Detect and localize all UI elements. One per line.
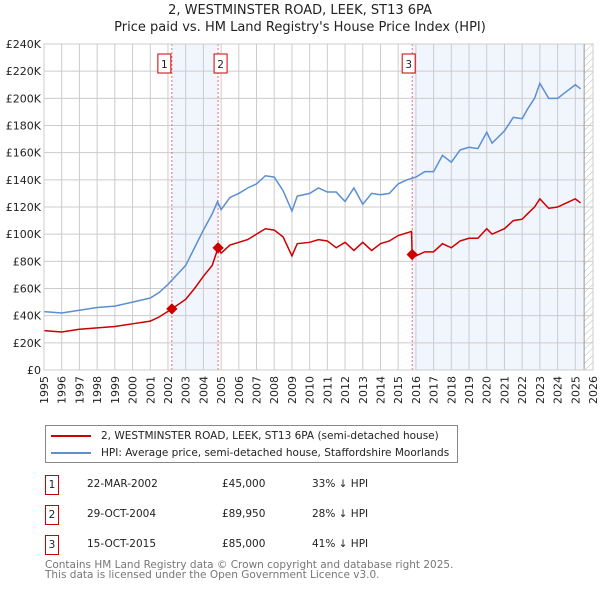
transaction-row: 1 22-MAR-2002 £45,000 33% ↓ HPI [45, 475, 445, 495]
chart-subtitle: Price paid vs. HM Land Registry's House … [114, 20, 486, 35]
legend-swatch [51, 452, 91, 454]
x-tick-label: 2026 [587, 376, 600, 404]
x-tick-label: 1996 [56, 376, 69, 404]
x-tick-label: 2010 [304, 376, 317, 404]
sale-date: 29-OCT-2004 [87, 508, 156, 520]
x-tick-label: 2013 [357, 376, 370, 404]
x-tick-label: 2014 [374, 376, 387, 404]
footer: Contains HM Land Registry data © Crown c… [45, 559, 454, 581]
y-tick-label: £0 [27, 364, 41, 377]
sale-marker-badge: 3 [45, 535, 59, 555]
x-tick-label: 2016 [410, 376, 423, 404]
x-tick-label: 2011 [321, 376, 334, 404]
y-tick-label: £100K [6, 228, 42, 241]
hpi-diff: 41% ↓ HPI [312, 538, 369, 550]
x-tick-label: 2023 [534, 376, 547, 404]
x-tick-label: 2002 [162, 376, 175, 404]
legend-item-hpi: HPI: Average price, semi-detached house,… [51, 445, 449, 461]
y-tick-label: £60K [13, 283, 42, 296]
x-tick-label: 2000 [127, 376, 140, 404]
x-tick-label: 2020 [481, 376, 494, 404]
sale-point [166, 303, 178, 315]
footer-line: Contains HM Land Registry data © Crown c… [45, 559, 454, 571]
x-tick-label: 2018 [445, 376, 458, 404]
sale-label: 3 [405, 59, 412, 71]
y-tick-label: £220K [6, 65, 42, 78]
y-tick-label: £240K [6, 38, 42, 51]
x-tick-label: 2001 [144, 376, 157, 404]
hpi-diff: 33% ↓ HPI [312, 478, 369, 490]
x-tick-label: 2006 [233, 376, 246, 404]
transaction-row: 2 29-OCT-2004 £89,950 28% ↓ HPI [45, 505, 445, 525]
legend: 2, WESTMINSTER ROAD, LEEK, ST13 6PA (sem… [45, 425, 458, 463]
x-tick-label: 2005 [215, 376, 228, 404]
x-tick-label: 2003 [180, 376, 193, 404]
sale-label-box [213, 53, 228, 74]
y-tick-label: £40K [13, 310, 42, 323]
x-tick-label: 2019 [463, 376, 476, 404]
y-tick-label: £180K [6, 120, 42, 133]
hpi-diff: 28% ↓ HPI [312, 508, 369, 520]
x-tick-label: 1999 [109, 376, 122, 404]
y-tick-label: £160K [6, 147, 42, 160]
sale-label: 2 [217, 59, 224, 71]
x-tick-label: 1998 [91, 376, 104, 404]
sale-price: £45,000 [222, 478, 266, 490]
sale-price: £85,000 [222, 538, 266, 550]
x-tick-label: 2025 [569, 376, 582, 404]
sale-date: 22-MAR-2002 [87, 478, 158, 490]
y-tick-label: £200K [6, 92, 42, 105]
legend-item-property: 2, WESTMINSTER ROAD, LEEK, ST13 6PA (sem… [51, 428, 439, 444]
y-tick-label: £120K [6, 201, 42, 214]
sale-point [406, 248, 418, 261]
x-tick-label: 1995 [38, 376, 51, 404]
transaction-row: 3 15-OCT-2015 £85,000 41% ↓ HPI [45, 535, 445, 555]
footer-line: This data is licensed under the Open Gov… [45, 569, 380, 581]
sale-marker-badge: 1 [45, 475, 59, 495]
sale-label-box [401, 53, 416, 74]
property-price-line [43, 197, 582, 333]
sale-point [212, 242, 224, 254]
x-tick-label: 2012 [339, 376, 352, 404]
x-tick-label: 1997 [73, 376, 86, 404]
x-tick-label: 2024 [552, 376, 565, 404]
y-tick-label: £20K [13, 337, 42, 350]
x-tick-label: 2004 [197, 376, 210, 404]
x-tick-label: 2008 [268, 376, 281, 404]
sale-label: 1 [161, 59, 168, 71]
hpi-line [43, 81, 582, 314]
plot-frame [43, 43, 594, 371]
legend-swatch [51, 435, 91, 437]
sale-marker-badge: 2 [45, 505, 59, 525]
x-tick-label: 2009 [286, 376, 299, 404]
sale-date: 15-OCT-2015 [87, 538, 156, 550]
chart-title: 2, WESTMINSTER ROAD, LEEK, ST13 6PA [168, 3, 432, 18]
legend-label: 2, WESTMINSTER ROAD, LEEK, ST13 6PA (sem… [101, 430, 439, 442]
y-tick-label: £140K [6, 174, 42, 187]
x-tick-label: 2015 [392, 376, 405, 404]
sale-price: £89,950 [222, 508, 266, 520]
price-chart: 1995 1996 1997 1998 1999 2000 2001 2002 2003 2004… [6, 38, 600, 404]
legend-label: HPI: Average price, semi-detached house,… [101, 447, 450, 459]
y-tick-label: £80K [13, 255, 42, 268]
x-tick-label: 2022 [516, 376, 529, 404]
x-tick-label: 2017 [428, 376, 441, 404]
x-tick-label: 2007 [251, 376, 264, 404]
x-tick-label: 2021 [498, 376, 511, 404]
sale-label-box [157, 53, 172, 74]
